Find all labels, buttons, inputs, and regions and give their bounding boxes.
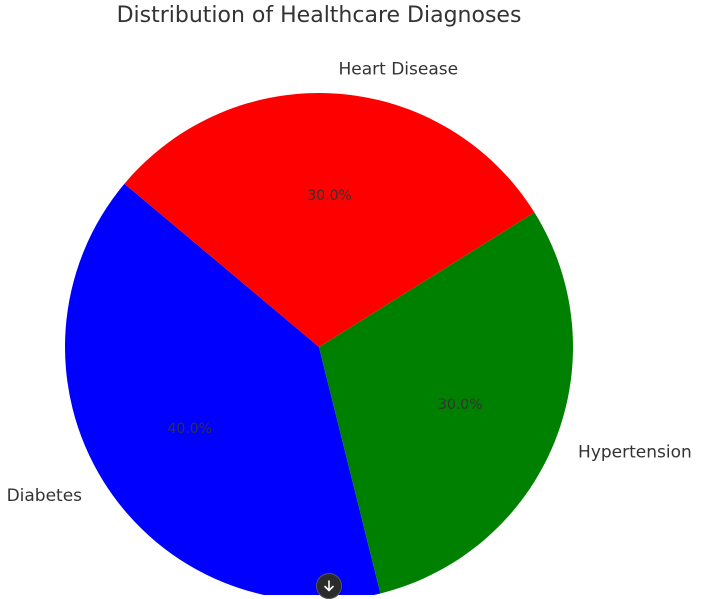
pie-slice-hypertension — [319, 212, 573, 594]
arrow-down-icon — [324, 580, 334, 592]
category-label: Diabetes — [7, 486, 83, 506]
scroll-down-button[interactable] — [316, 573, 342, 599]
pie-slice-diabetes — [65, 183, 381, 595]
category-label: Hypertension — [578, 443, 692, 463]
category-label: Heart Disease — [338, 59, 458, 79]
percent-label: 30.0% — [438, 397, 482, 413]
pie-labels: 40.0% Diabetes 30.0% Hypertension 30.0% Heart… — [7, 59, 692, 506]
chart-title: Distribution of Healthcare Diagnoses — [117, 3, 522, 28]
percent-label: 40.0% — [168, 421, 212, 437]
pie-slices — [65, 92, 573, 595]
pie-slice-heart-disease — [124, 92, 535, 347]
percent-label: 30.0% — [307, 188, 351, 204]
